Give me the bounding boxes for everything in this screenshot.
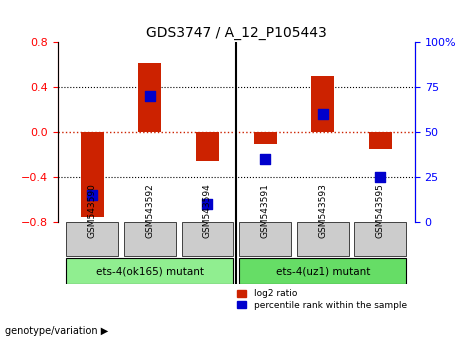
Point bbox=[89, 193, 96, 198]
Bar bbox=[196, 132, 219, 161]
Text: GSM543594: GSM543594 bbox=[203, 183, 212, 238]
FancyBboxPatch shape bbox=[182, 222, 233, 256]
Bar bbox=[138, 63, 161, 132]
Legend: log2 ratio, percentile rank within the sample: log2 ratio, percentile rank within the s… bbox=[234, 286, 410, 314]
Text: genotype/variation ▶: genotype/variation ▶ bbox=[5, 326, 108, 336]
Point bbox=[204, 202, 211, 207]
Bar bbox=[369, 132, 392, 149]
FancyBboxPatch shape bbox=[239, 222, 291, 256]
Text: ets-4(uz1) mutant: ets-4(uz1) mutant bbox=[276, 266, 370, 276]
Text: GSM543590: GSM543590 bbox=[88, 183, 97, 238]
Point bbox=[319, 112, 326, 117]
Point bbox=[377, 175, 384, 180]
Point bbox=[146, 94, 154, 99]
Bar bbox=[311, 76, 334, 132]
FancyBboxPatch shape bbox=[297, 222, 349, 256]
Bar bbox=[254, 132, 277, 144]
FancyBboxPatch shape bbox=[355, 222, 406, 256]
Title: GDS3747 / A_12_P105443: GDS3747 / A_12_P105443 bbox=[146, 26, 327, 40]
FancyBboxPatch shape bbox=[66, 258, 233, 284]
Bar bbox=[81, 132, 104, 217]
Text: GSM543595: GSM543595 bbox=[376, 183, 385, 238]
Text: GSM543591: GSM543591 bbox=[260, 183, 270, 238]
Point bbox=[261, 157, 269, 162]
Text: GSM543592: GSM543592 bbox=[145, 183, 154, 238]
FancyBboxPatch shape bbox=[239, 258, 406, 284]
Text: GSM543593: GSM543593 bbox=[318, 183, 327, 238]
Text: ets-4(ok165) mutant: ets-4(ok165) mutant bbox=[96, 266, 204, 276]
FancyBboxPatch shape bbox=[124, 222, 176, 256]
FancyBboxPatch shape bbox=[66, 222, 118, 256]
